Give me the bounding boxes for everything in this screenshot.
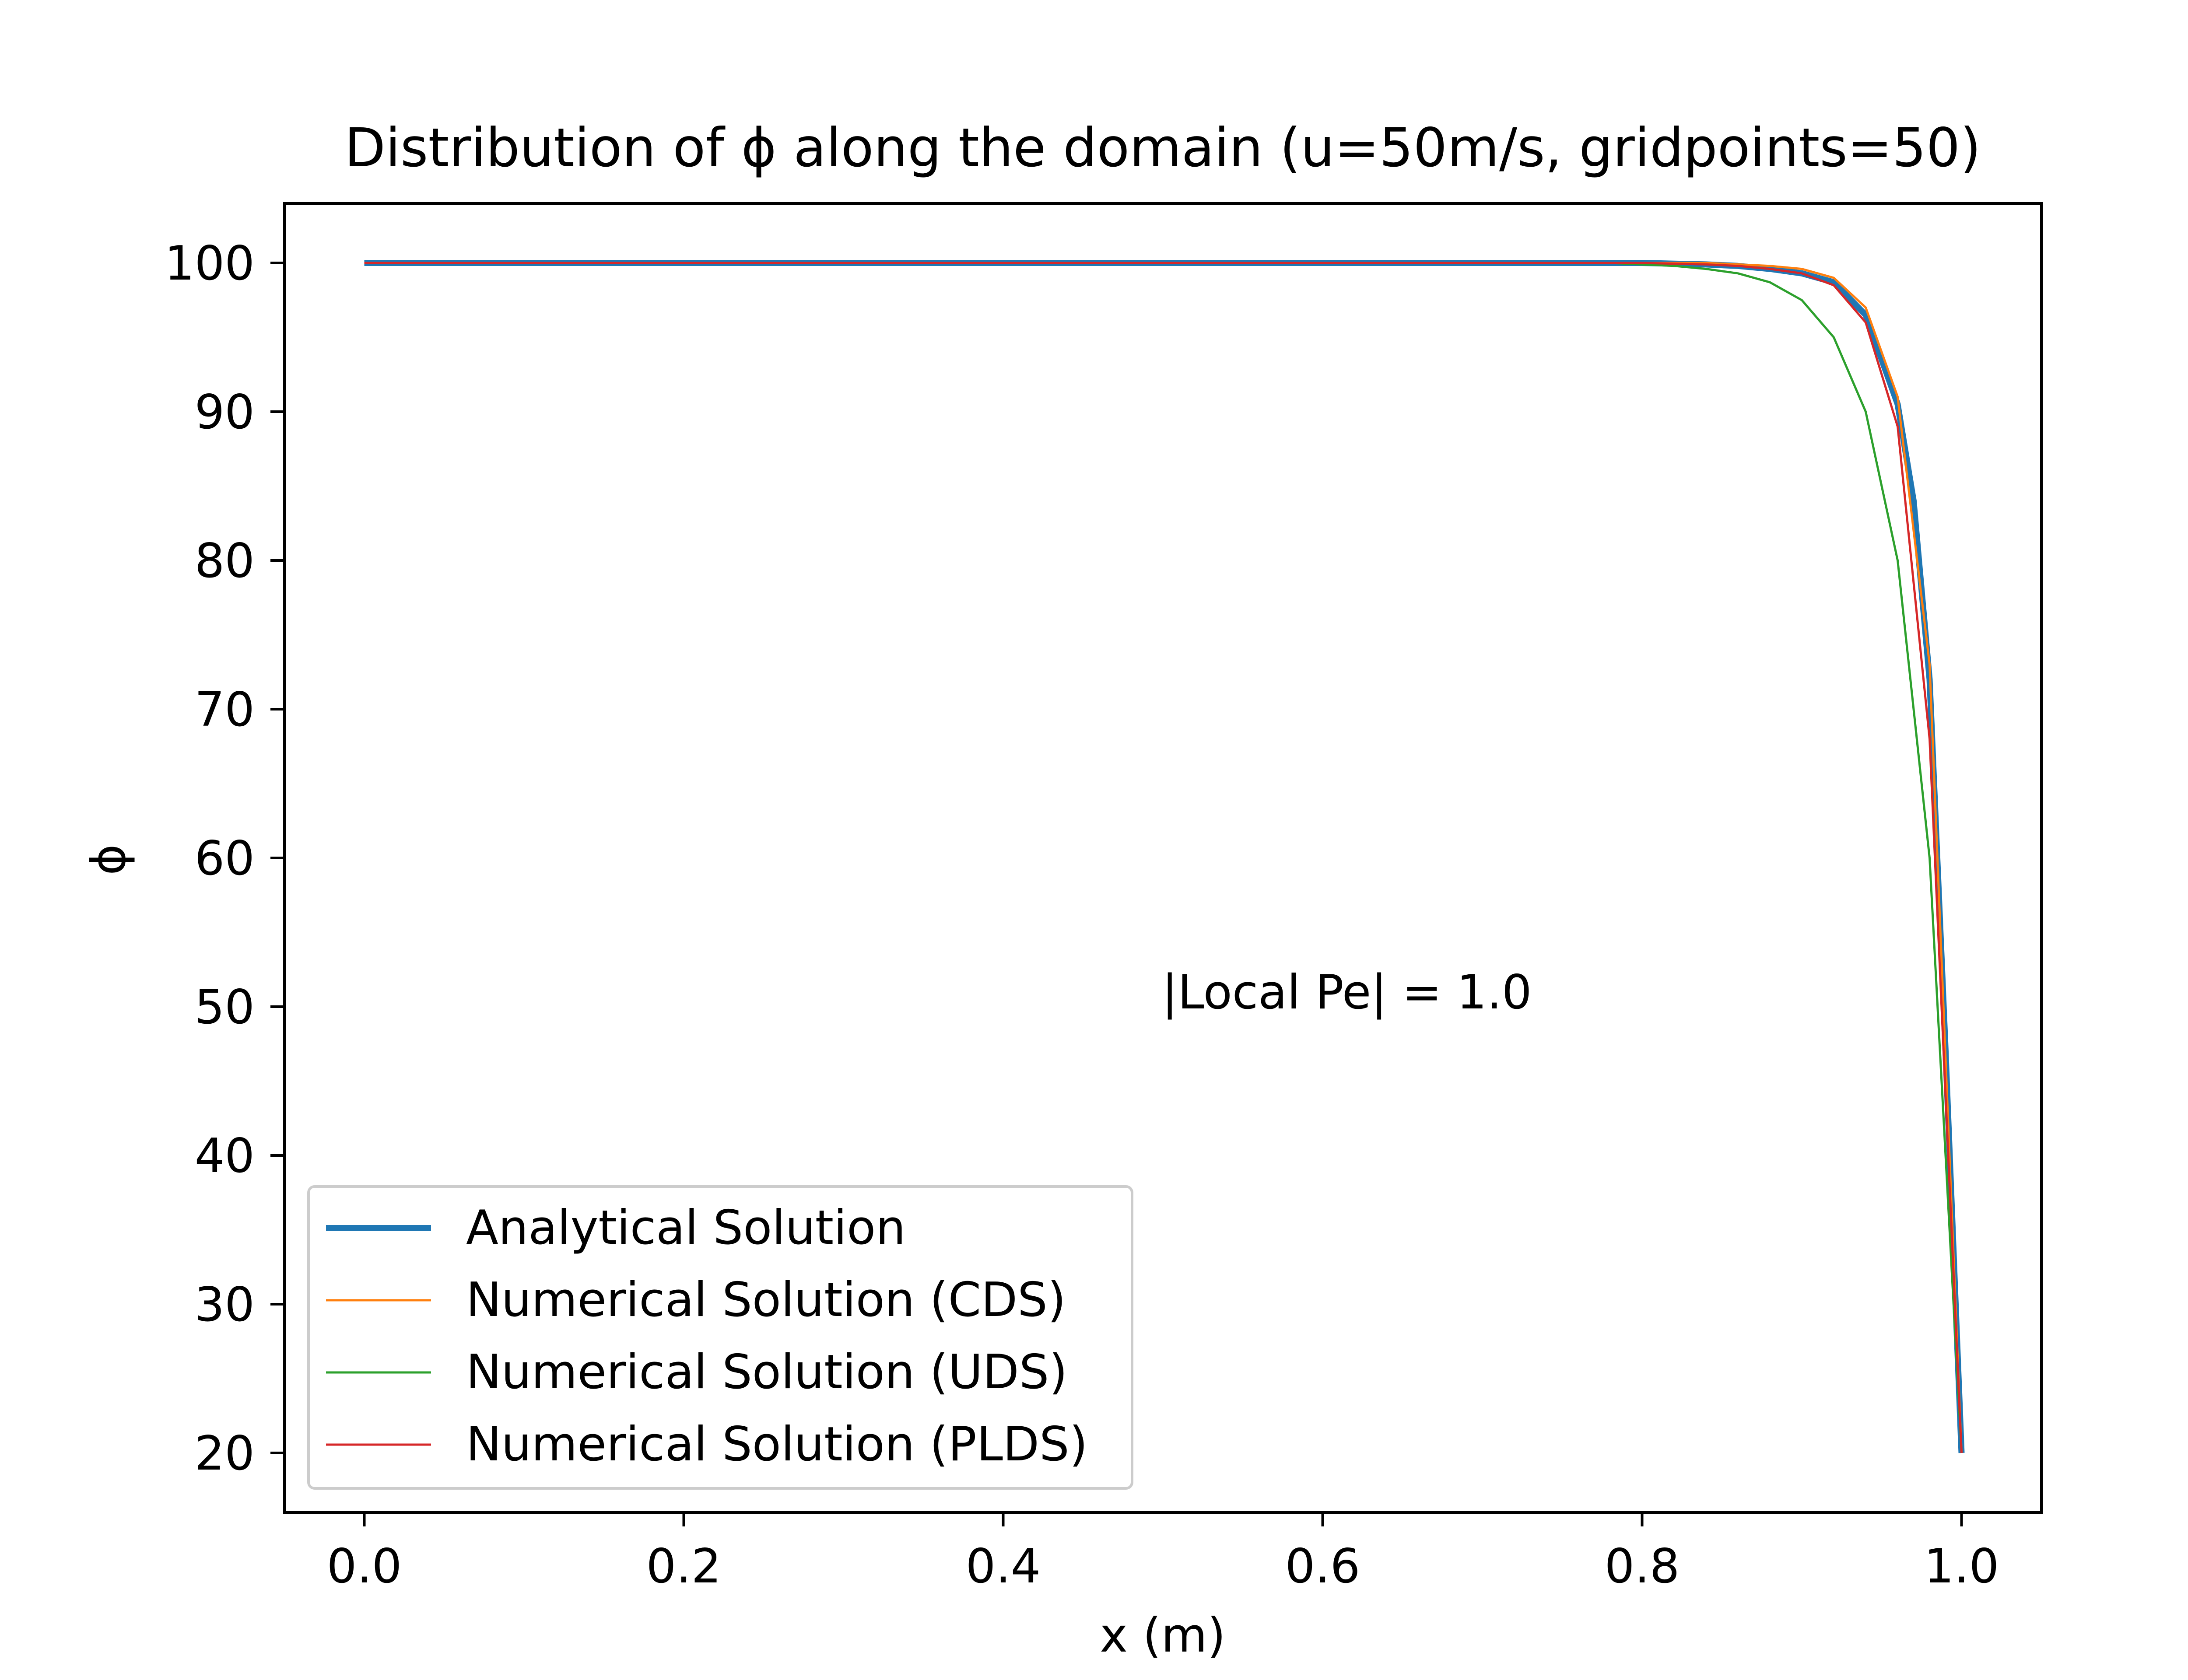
legend-label-plds: Numerical Solution (PLDS) [466, 1417, 1088, 1472]
y-tick-label: 60 [195, 831, 255, 886]
x-tick-label: 0.8 [1605, 1539, 1680, 1594]
series-line-plds [364, 262, 1963, 1453]
chart-title: Distribution of ϕ along the domain (u=50… [344, 117, 1981, 179]
legend-label-cds: Numerical Solution (CDS) [466, 1273, 1066, 1327]
x-tick-label: 0.4 [966, 1539, 1041, 1594]
legend: Analytical Solution Numerical Solution (… [307, 1185, 1133, 1490]
series-layer [364, 260, 1965, 1453]
legend-frame [307, 1185, 1133, 1490]
series-line-uds [364, 262, 1963, 1453]
y-tick-label: 80 [195, 534, 255, 588]
y-tick-label: 30 [195, 1278, 255, 1332]
x-tick-label: 0.6 [1285, 1539, 1360, 1594]
local-peclet-annotation: |Local Pe| = 1.0 [1162, 965, 1532, 1020]
y-tick-label: 50 [195, 980, 255, 1035]
y-tick-label: 90 [195, 385, 255, 440]
y-tick-label: 40 [195, 1129, 255, 1183]
y-axis-label: ϕ [81, 844, 136, 875]
x-tick-label: 0.2 [646, 1539, 722, 1594]
y-tick-label: 20 [195, 1426, 255, 1481]
y-tick-label: 100 [165, 236, 255, 291]
x-tick-label: 0.0 [327, 1539, 402, 1594]
legend-label-analytical: Analytical Solution [466, 1200, 906, 1255]
x-axis-label: x (m) [1100, 1608, 1226, 1663]
x-tick-label: 1.0 [1924, 1539, 1999, 1594]
plot-area-frame [283, 202, 2043, 1514]
legend-label-uds: Numerical Solution (UDS) [466, 1345, 1068, 1400]
axis-layer: 0.0 0.2 0.4 0.6 0.8 1.0 20 30 40 50 60 70 80 90 100 [165, 236, 1999, 1594]
y-tick-label: 70 [195, 682, 255, 737]
